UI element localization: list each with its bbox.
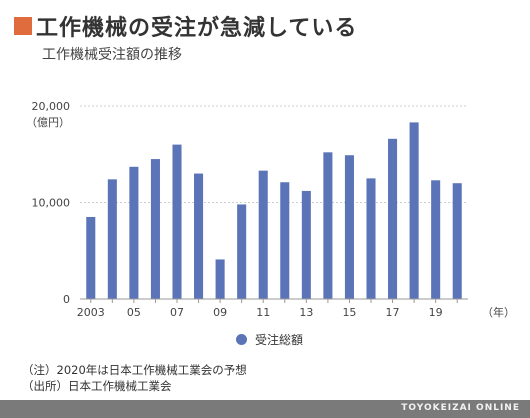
x-tick-label: 15 bbox=[342, 306, 356, 319]
bar bbox=[172, 144, 182, 299]
x-tick-label: 19 bbox=[429, 306, 443, 319]
y-tick-label: 20,000 bbox=[32, 100, 71, 113]
gridlines bbox=[80, 105, 468, 203]
bar bbox=[280, 182, 290, 299]
y-axis-unit: （億円） bbox=[26, 116, 70, 129]
y-tick-label: 0 bbox=[63, 293, 70, 306]
x-tick-label: 07 bbox=[170, 306, 184, 319]
x-tick-label: 05 bbox=[127, 306, 141, 319]
bar bbox=[86, 216, 96, 299]
bar bbox=[237, 204, 247, 299]
bar bbox=[431, 180, 441, 299]
legend-marker bbox=[236, 334, 247, 345]
x-tick-label: 17 bbox=[386, 306, 400, 319]
legend: 受注総額 bbox=[236, 331, 303, 348]
footer-brand: TOYOKEIZAI ONLINE bbox=[401, 403, 520, 413]
legend-label: 受注総額 bbox=[255, 333, 304, 347]
chart-subtitle: 工作機械受注額の推移 bbox=[42, 47, 182, 63]
footer-bar: TOYOKEIZAI ONLINE bbox=[0, 400, 530, 418]
bars bbox=[86, 122, 462, 299]
chart-title: 工作機械の受注が急減している bbox=[36, 16, 358, 41]
bar bbox=[409, 122, 419, 299]
bar bbox=[194, 173, 204, 299]
bar bbox=[107, 179, 117, 299]
bar bbox=[129, 166, 139, 299]
bar bbox=[301, 190, 311, 299]
x-axis-ticks: 2003 05 07 09 11 13 15 17 19 bbox=[77, 299, 458, 319]
x-tick-label: 2003 bbox=[77, 306, 105, 319]
x-tick-label: 11 bbox=[256, 306, 270, 319]
y-tick-label: 10,000 bbox=[32, 197, 71, 210]
x-axis-unit: （年） bbox=[482, 305, 515, 319]
bar bbox=[366, 178, 376, 299]
bar bbox=[150, 159, 160, 299]
x-tick-label: 13 bbox=[299, 306, 313, 319]
bar bbox=[215, 259, 225, 299]
bar bbox=[388, 138, 398, 299]
title-accent-square bbox=[14, 17, 32, 35]
title-block: 工作機械の受注が急減している bbox=[14, 10, 357, 42]
y-axis-ticks: 0 10,000 20,000 bbox=[32, 100, 71, 306]
footnote-note: （注）2020年は日本工作機械工業会の予想 bbox=[22, 363, 247, 377]
x-tick-label: 09 bbox=[213, 306, 227, 319]
bar bbox=[258, 170, 268, 299]
bar bbox=[344, 155, 354, 299]
bar bbox=[323, 152, 333, 299]
footnote-source: （出所）日本工作機械工業会 bbox=[22, 379, 172, 393]
bar bbox=[452, 183, 462, 299]
